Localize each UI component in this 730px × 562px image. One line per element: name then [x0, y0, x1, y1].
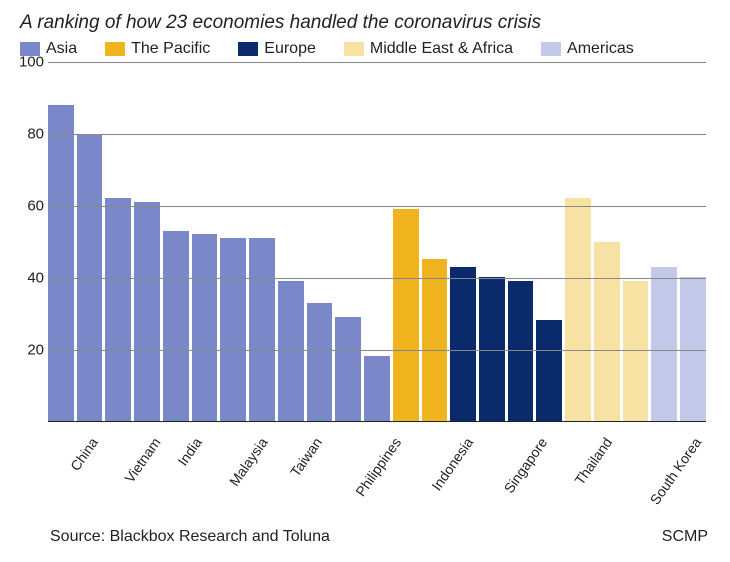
- gridline: [48, 206, 706, 207]
- bar: [393, 209, 419, 421]
- legend-item: Middle East & Africa: [344, 40, 513, 58]
- bar: [307, 303, 333, 421]
- bar: [450, 267, 476, 421]
- bar: [278, 281, 304, 421]
- y-tick-label: 20: [27, 342, 44, 359]
- legend-swatch: [541, 42, 561, 56]
- bar: [48, 105, 74, 421]
- bar: [508, 281, 534, 421]
- legend-item: Europe: [238, 40, 316, 58]
- plot-area: 20406080100: [48, 62, 706, 422]
- bar: [536, 320, 562, 421]
- legend-item: Americas: [541, 40, 634, 58]
- bar: [220, 238, 246, 421]
- y-tick-label: 40: [27, 270, 44, 287]
- legend-label: Americas: [567, 40, 634, 58]
- legend-label: The Pacific: [131, 40, 210, 58]
- bars: [48, 62, 706, 422]
- bar: [594, 242, 620, 422]
- bar: [249, 238, 275, 421]
- y-tick-label: 80: [27, 126, 44, 143]
- legend-swatch: [105, 42, 125, 56]
- legend-label: Europe: [264, 40, 316, 58]
- chart-footer: Source: Blackbox Research and Toluna SCM…: [50, 528, 708, 546]
- bar: [651, 267, 677, 421]
- y-axis: 20406080100: [20, 62, 48, 422]
- chart-title: A ranking of how 23 economies handled th…: [20, 12, 710, 34]
- gridline: [48, 62, 706, 63]
- chart-container: A ranking of how 23 economies handled th…: [0, 0, 730, 556]
- bar: [163, 231, 189, 421]
- y-tick-label: 60: [27, 198, 44, 215]
- legend-label: Middle East & Africa: [370, 40, 513, 58]
- bar: [623, 281, 649, 421]
- attribution-text: SCMP: [662, 528, 708, 546]
- legend-item: The Pacific: [105, 40, 210, 58]
- y-tick-label: 100: [19, 54, 44, 71]
- x-axis-labels: ChinaVietnamIndiaMalaysiaTaiwanPhilippin…: [48, 422, 706, 532]
- gridline: [48, 350, 706, 351]
- bar: [565, 198, 591, 421]
- bar: [422, 259, 448, 421]
- source-text: Source: Blackbox Research and Toluna: [50, 528, 330, 546]
- bar: [192, 234, 218, 421]
- bar: [134, 202, 160, 421]
- legend-swatch: [344, 42, 364, 56]
- legend-label: Asia: [46, 40, 77, 58]
- gridline: [48, 134, 706, 135]
- gridline: [48, 278, 706, 279]
- bar: [105, 198, 131, 421]
- legend: Asia The Pacific Europe Middle East & Afric…: [20, 40, 710, 58]
- legend-swatch: [238, 42, 258, 56]
- bar: [335, 317, 361, 421]
- bar: [364, 356, 390, 421]
